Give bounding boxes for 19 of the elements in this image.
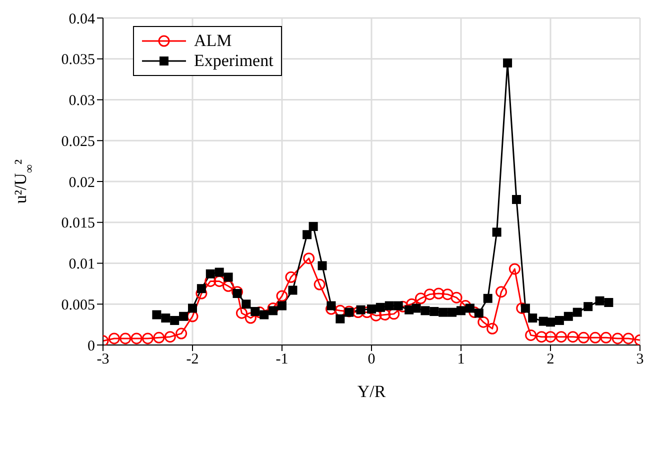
- x-tick-label: 0: [368, 352, 376, 368]
- x-tick-label: 3: [636, 352, 644, 368]
- x-axis-title: Y/R: [357, 382, 386, 401]
- y-tick-label: 0.03: [68, 93, 95, 110]
- y-tick-label: 0.01: [68, 256, 95, 273]
- x-tick-label: -2: [186, 352, 199, 368]
- y-tick-label: 0.005: [61, 297, 95, 314]
- x-tick-label: 1: [457, 352, 465, 368]
- legend-label: ALM: [194, 31, 232, 51]
- x-tick-label: -1: [276, 352, 288, 368]
- y-tick-label: 0.025: [61, 134, 95, 150]
- y-tick-label: 0.04: [68, 11, 96, 28]
- y-tick-label: 0.015: [61, 216, 95, 232]
- y-tick-label: 0.02: [68, 174, 95, 191]
- x-tick-label: -3: [96, 352, 110, 368]
- legend-label: Experiment: [194, 51, 274, 71]
- y-tick-label: 0: [88, 338, 95, 354]
- x-tick-label: 2: [546, 352, 554, 368]
- y-tick-label: 0.035: [61, 52, 95, 68]
